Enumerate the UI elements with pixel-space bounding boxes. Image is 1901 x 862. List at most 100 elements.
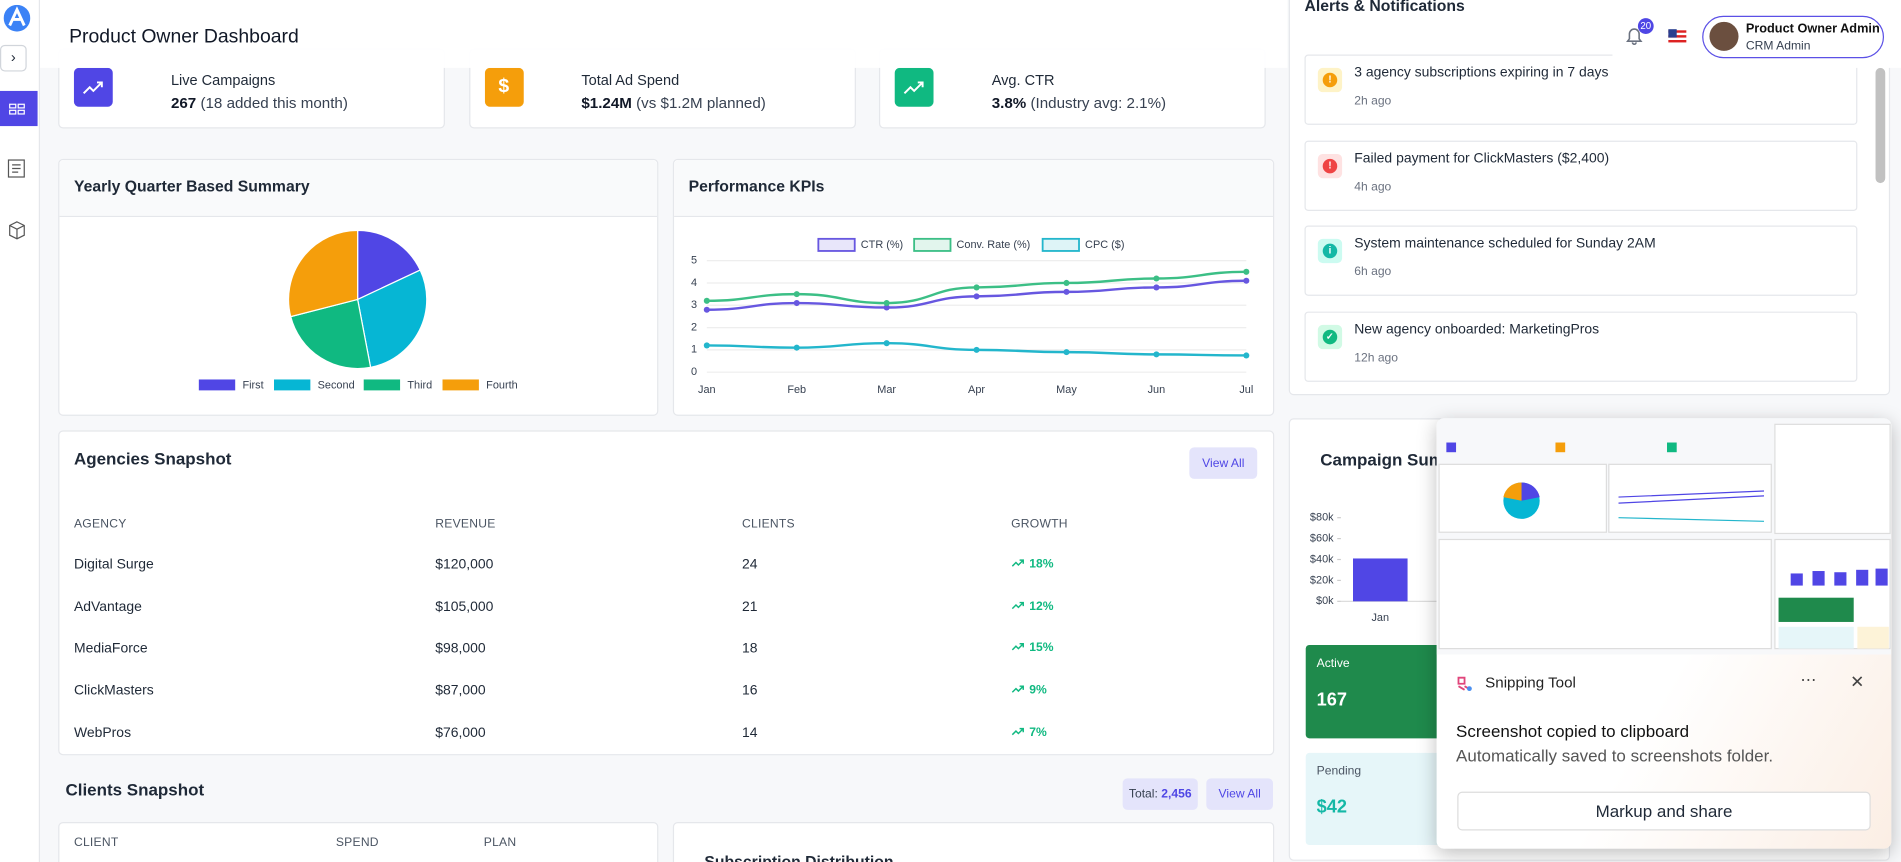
table-cell: $76,000 [435, 726, 485, 741]
pie-slice [289, 298, 372, 370]
x-tick-label: Jun [1148, 384, 1166, 396]
markup-button[interactable]: Markup and share [1457, 791, 1871, 831]
cell-text: 14 [741, 725, 758, 741]
flag-icon[interactable] [1668, 29, 1687, 47]
nav-dashboard[interactable] [0, 90, 38, 127]
kpi-point [883, 340, 890, 347]
kpi-point [1153, 284, 1160, 291]
legend-swatch [442, 379, 479, 391]
alert-item: ! 3 agency subscriptions expiring in 7 da… [1304, 54, 1858, 125]
growth-value: 12% [1029, 599, 1054, 614]
stat-icon [73, 67, 113, 107]
view-all-button[interactable]: View All [1206, 778, 1273, 810]
bar [1353, 558, 1408, 602]
alert-time: 4h ago [1354, 180, 1392, 194]
kpi-point [1063, 288, 1070, 295]
stat-label: Live Campaigns [170, 71, 276, 89]
stat-note: (18 added this month) [200, 94, 348, 112]
x-tick-label: Jul [1239, 384, 1253, 396]
kpi-point [1063, 349, 1070, 356]
stat-value: 3.8% [991, 94, 1027, 112]
snip-icon [1457, 676, 1472, 692]
alerts-title: Alerts & Notifications [1304, 0, 1465, 15]
pending-label: Pending [1316, 765, 1362, 779]
y-tick-label: $0k [1316, 595, 1334, 607]
table-cell: $120,000 [435, 558, 493, 573]
legend-swatch [1041, 237, 1080, 252]
toast-message: Screenshot copied to clipboard [1456, 721, 1690, 741]
logo[interactable] [3, 4, 31, 32]
avatar [1709, 21, 1739, 51]
pie-slice [357, 229, 421, 301]
y-tick-label: 5 [691, 255, 697, 267]
table-cell: 14 [742, 726, 758, 741]
cell-text: MediaForce [73, 641, 148, 657]
kpi-point [703, 306, 710, 313]
table-cell: MediaForce [74, 642, 148, 657]
kpi-point [703, 342, 710, 349]
cell-text: 16 [741, 683, 758, 699]
bell-icon[interactable] [1625, 27, 1644, 46]
column-header: SPEND [335, 836, 379, 850]
table-cell: $105,000 [435, 600, 493, 615]
sidebar: › [0, 0, 41, 862]
y-tick-label: $60k [1310, 532, 1334, 544]
cell-text: 21 [741, 599, 758, 615]
column-header: GROWTH [1011, 517, 1068, 532]
table-cell: 21 [742, 600, 758, 615]
x-tick-label: Jan [698, 384, 716, 396]
stat-value-line: 3.8% (Industry avg: 2.1%) [992, 95, 1166, 112]
notification-badge: 20 [1637, 18, 1654, 34]
cell-text: $98,000 [435, 641, 486, 657]
stat-icon: $ [484, 67, 524, 107]
legend-label: First [242, 379, 263, 391]
legend-label: Fourth [486, 379, 518, 391]
stat-note: (vs $1.2M planned) [636, 94, 766, 112]
kpi-point [793, 291, 800, 298]
alert-text: 3 agency subscriptions expiring in 7 day… [1354, 65, 1609, 81]
agencies-title: Agencies Snapshot [73, 448, 232, 468]
alert-icon: i [1317, 238, 1343, 264]
cell-text: ClickMasters [73, 683, 154, 699]
y-tick-label: 3 [691, 299, 697, 311]
kpi-point [793, 300, 800, 307]
kpi-title: Performance KPIs [688, 177, 825, 196]
x-tick-label: Mar [877, 384, 896, 396]
close-button[interactable]: ✕ [1850, 671, 1865, 692]
y-tick-label: $80k [1310, 512, 1334, 524]
y-tick-label: 0 [691, 366, 697, 378]
column-header: CLIENTS [741, 517, 795, 532]
column-header: PLAN [483, 836, 517, 850]
cell-text: $120,000 [435, 557, 494, 573]
pending-value: $42 [1316, 796, 1347, 818]
nav-reports[interactable] [7, 159, 26, 178]
legend-label: Third [407, 379, 432, 391]
alert-text: New agency onboarded: MarketingPros [1354, 321, 1600, 337]
stat-value-line: $1.24M (vs $1.2M planned) [581, 95, 766, 112]
column-header: AGENCY [73, 517, 127, 532]
more-button[interactable]: ⋯ [1800, 670, 1817, 689]
legend-swatch [273, 379, 311, 391]
column-header: CLIENT [73, 836, 119, 850]
legend-swatch [198, 379, 236, 391]
cell-text: WebPros [73, 725, 132, 741]
kpi-point [973, 284, 980, 291]
alert-item: i System maintenance scheduled for Sunday… [1304, 225, 1858, 296]
user-menu[interactable]: Product Owner Admin CRM Admin [1702, 15, 1885, 59]
view-all-button[interactable]: View All [1189, 447, 1258, 479]
table-cell: 7% [1011, 726, 1047, 739]
pie-title: Yearly Quarter Based Summary [73, 177, 310, 196]
y-tick-label: 2 [691, 321, 697, 333]
stat-value-line: 267 (18 added this month) [171, 95, 348, 112]
user-role: CRM Admin [1745, 40, 1811, 54]
alert-time: 6h ago [1354, 265, 1392, 279]
legend-swatch [913, 237, 952, 252]
table-cell: $98,000 [435, 642, 485, 657]
nav-packages[interactable] [7, 221, 26, 240]
table-cell: 9% [1011, 684, 1047, 697]
card-header [674, 160, 1273, 218]
expand-button[interactable]: › [0, 44, 27, 72]
table-cell: 18 [742, 642, 758, 657]
stat-value: 267 [170, 94, 197, 112]
